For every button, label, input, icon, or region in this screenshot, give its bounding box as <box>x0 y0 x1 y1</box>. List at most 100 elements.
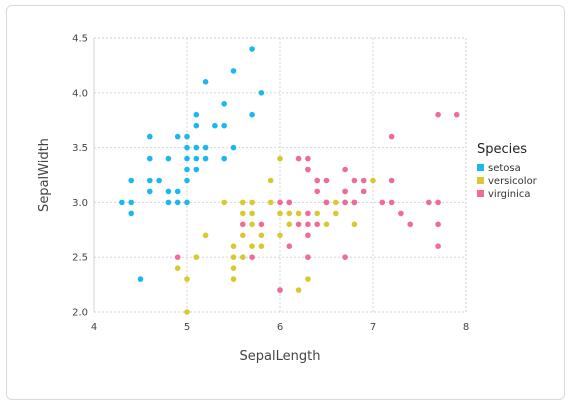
data-point-versicolor <box>295 210 302 217</box>
data-point-virginica <box>342 188 348 195</box>
data-point-versicolor <box>221 199 227 206</box>
x-tick-label: 5 <box>184 322 190 333</box>
data-point-setosa <box>147 155 153 162</box>
data-point-setosa <box>193 155 200 162</box>
y-tick-label: 4.5 <box>72 34 88 45</box>
legend-swatch-virginica <box>477 190 484 197</box>
data-point-setosa <box>184 166 190 173</box>
data-point-virginica <box>314 188 321 195</box>
data-point-setosa <box>147 133 153 140</box>
data-point-virginica <box>305 210 311 217</box>
data-point-virginica <box>388 177 395 184</box>
legend-swatch-setosa <box>477 164 484 171</box>
data-point-setosa <box>184 177 190 184</box>
data-point-versicolor <box>370 177 376 184</box>
x-tick-label: 6 <box>277 322 283 333</box>
data-point-versicolor <box>240 199 246 206</box>
data-point-virginica <box>305 232 311 239</box>
data-point-virginica <box>398 210 404 217</box>
data-point-versicolor <box>305 276 311 282</box>
data-point-versicolor <box>277 155 283 162</box>
y-tick-label: 4.0 <box>72 88 88 99</box>
data-point-versicolor <box>258 232 265 239</box>
data-point-setosa <box>221 122 227 129</box>
data-point-virginica <box>174 254 181 260</box>
x-tick-label: 7 <box>370 322 376 333</box>
data-point-versicolor <box>249 199 255 206</box>
y-tick-label: 2.5 <box>72 253 88 264</box>
data-point-virginica <box>360 177 367 184</box>
y-tick-label: 3.0 <box>72 198 88 209</box>
data-point-virginica <box>323 177 330 184</box>
data-point-virginica <box>295 221 302 228</box>
data-point-setosa <box>174 133 181 140</box>
data-point-versicolor <box>258 243 265 249</box>
data-point-virginica <box>407 221 414 228</box>
data-point-virginica <box>435 221 441 228</box>
data-point-setosa <box>249 46 255 52</box>
x-tick-labels: 4 5 6 7 8 <box>91 322 469 333</box>
data-point-virginica <box>305 166 311 173</box>
legend-label-virginica: virginica <box>488 189 531 200</box>
data-point-virginica <box>286 243 293 249</box>
legend-label-versicolor: versicolor <box>488 176 538 187</box>
data-point-setosa <box>165 188 172 195</box>
data-point-virginica <box>314 177 321 184</box>
data-point-virginica <box>295 155 302 162</box>
data-point-versicolor <box>202 232 209 239</box>
data-point-setosa <box>221 101 227 107</box>
data-point-virginica <box>314 221 321 228</box>
data-point-virginica <box>286 199 293 206</box>
grid-layer <box>93 37 467 313</box>
data-point-versicolor <box>230 276 237 282</box>
data-point-setosa <box>221 155 227 162</box>
data-point-setosa <box>147 177 153 184</box>
data-point-virginica <box>342 199 348 206</box>
data-point-setosa <box>193 111 200 118</box>
data-point-versicolor <box>230 243 237 249</box>
data-point-setosa <box>174 188 181 195</box>
data-point-setosa <box>184 144 190 151</box>
data-point-virginica <box>435 243 441 249</box>
data-point-setosa <box>249 111 255 118</box>
data-point-setosa <box>193 122 200 129</box>
data-points <box>119 46 460 315</box>
data-point-setosa <box>202 155 209 162</box>
data-point-versicolor <box>240 232 246 239</box>
y-axis-title: SepalWidth <box>37 138 52 212</box>
data-point-virginica <box>277 287 283 293</box>
data-point-virginica <box>453 111 460 118</box>
data-point-setosa <box>184 133 190 140</box>
data-point-versicolor <box>267 177 274 184</box>
data-point-versicolor <box>249 243 255 249</box>
data-point-setosa <box>202 79 209 85</box>
legend: Species setosa versicolor virginica <box>477 142 538 200</box>
data-point-virginica <box>435 111 441 118</box>
data-point-versicolor <box>249 221 255 228</box>
data-point-versicolor <box>240 254 246 260</box>
data-point-setosa <box>165 155 172 162</box>
legend-label-setosa: setosa <box>488 163 521 174</box>
data-point-virginica <box>305 254 311 260</box>
data-point-virginica <box>342 166 348 173</box>
data-point-virginica <box>277 199 283 206</box>
y-tick-labels: 2.0 2.5 3.0 3.5 4.0 4.5 <box>72 34 88 319</box>
data-point-setosa <box>165 199 172 206</box>
data-point-virginica <box>388 199 395 206</box>
data-point-virginica <box>305 155 311 162</box>
data-point-virginica <box>351 177 358 184</box>
data-point-versicolor <box>277 210 283 217</box>
data-point-virginica <box>323 199 330 206</box>
data-point-setosa <box>230 68 237 74</box>
data-point-virginica <box>379 199 386 206</box>
data-point-versicolor <box>184 276 190 282</box>
data-point-versicolor <box>193 254 200 260</box>
plot-frame <box>93 37 467 313</box>
data-point-setosa <box>184 155 190 162</box>
data-point-versicolor <box>174 265 181 272</box>
data-point-setosa <box>128 199 134 206</box>
data-point-versicolor <box>351 221 358 228</box>
data-point-setosa <box>202 144 209 151</box>
data-point-versicolor <box>230 254 237 260</box>
data-point-versicolor <box>230 265 237 272</box>
